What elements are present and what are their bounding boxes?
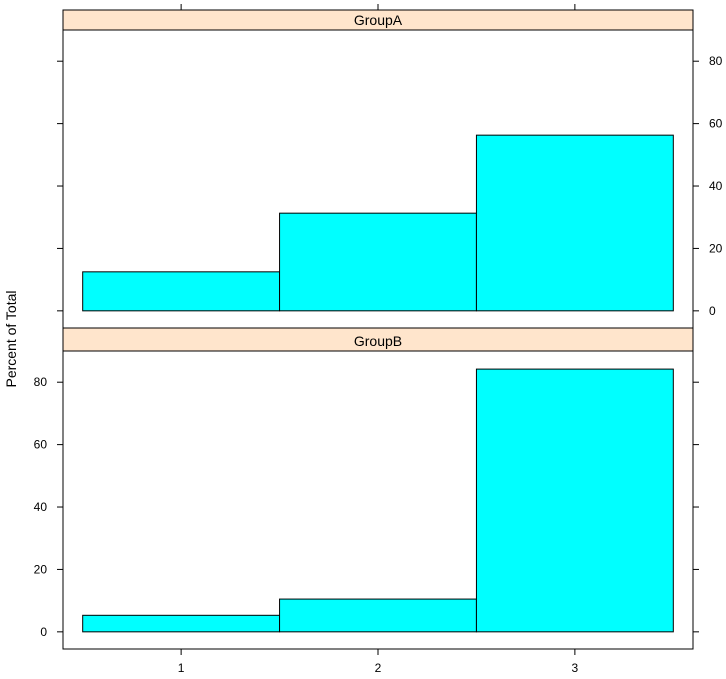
x-tick-label: 1 — [178, 661, 185, 675]
histogram-bar — [475, 134, 674, 312]
y-tick-label: 0 — [40, 625, 47, 639]
y-tick-label: 80 — [709, 54, 723, 68]
y-axis-title: Percent of Total — [3, 290, 19, 387]
y-tick-label: 60 — [709, 117, 723, 131]
panel-strip-label: GroupB — [354, 333, 402, 349]
panel-frame — [62, 327, 694, 650]
y-tick-label: 40 — [709, 179, 723, 193]
histogram-bar — [279, 598, 477, 633]
y-tick-label: 0 — [709, 304, 716, 318]
y-tick-label: 20 — [34, 562, 48, 576]
y-tick-label: 40 — [34, 500, 48, 514]
panel-strip-label: GroupA — [354, 12, 403, 28]
histogram-bar — [82, 614, 281, 633]
y-tick-label: 60 — [34, 438, 48, 452]
histogram-bar — [82, 271, 281, 312]
y-tick-label: 80 — [34, 375, 48, 389]
y-tick-label: 20 — [709, 241, 723, 255]
histogram-bar — [279, 212, 477, 312]
histogram-bar — [475, 368, 674, 633]
x-tick-label: 3 — [572, 661, 579, 675]
x-tick-label: 2 — [375, 661, 382, 675]
